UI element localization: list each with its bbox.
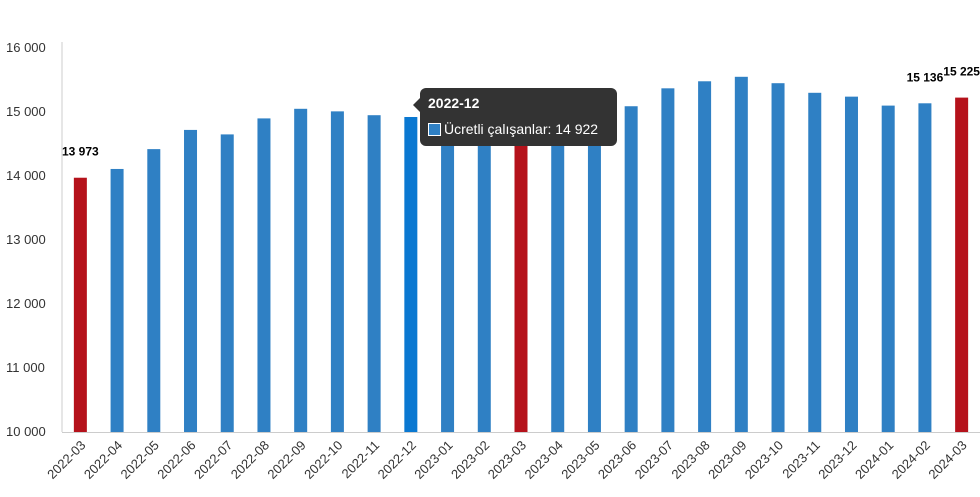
tooltip-title: 2022-12 — [428, 95, 480, 111]
x-tick-label: 2022-10 — [301, 438, 345, 482]
bar-2024-03[interactable] — [955, 97, 969, 432]
y-tick-label: 13 000 — [6, 232, 46, 247]
x-tick-label: 2022-12 — [375, 438, 419, 482]
bar-2023-10[interactable] — [771, 83, 785, 432]
y-tick-label: 14 000 — [6, 168, 46, 183]
tooltip-series-value: Ücretli çalışanlar: 14 922 — [444, 121, 599, 137]
x-tick-label: 2023-12 — [815, 438, 859, 482]
y-tick-label: 16 000 — [6, 40, 46, 55]
x-tick-label: 2023-05 — [558, 438, 602, 482]
tooltip: 2022-12 Ücretli çalışanlar: 14 922 — [413, 88, 617, 146]
bar-2024-01[interactable] — [881, 105, 895, 432]
x-tick-label: 2024-02 — [889, 438, 933, 482]
bar-2023-09[interactable] — [734, 76, 748, 433]
x-tick-label: 2023-07 — [632, 438, 676, 482]
x-tick-label: 2023-09 — [705, 438, 749, 482]
bar-2022-03[interactable] — [73, 177, 87, 432]
bar-2022-12[interactable] — [404, 116, 418, 432]
x-tick-label: 2022-03 — [44, 438, 88, 482]
y-tick-label: 15 000 — [6, 104, 46, 119]
bars — [73, 76, 969, 433]
x-tick-label: 2022-05 — [118, 438, 162, 482]
bar-2022-11[interactable] — [367, 115, 381, 432]
bar-2023-01[interactable] — [441, 131, 455, 432]
data-label: 15 136 — [907, 70, 944, 84]
bar-2023-05[interactable] — [587, 110, 601, 432]
bar-2023-02[interactable] — [477, 142, 491, 432]
bar-2024-02[interactable] — [918, 103, 932, 433]
x-tick-label: 2024-03 — [925, 438, 969, 482]
bar-2022-08[interactable] — [257, 118, 271, 433]
x-axis: 2022-032022-042022-052022-062022-072022-… — [44, 432, 980, 482]
x-tick-label: 2022-06 — [154, 438, 198, 482]
bar-2023-04[interactable] — [551, 135, 565, 433]
x-tick-label: 2023-11 — [779, 438, 823, 482]
x-tick-label: 2023-06 — [595, 438, 639, 482]
x-tick-label: 2023-03 — [485, 438, 529, 482]
tooltip-series-swatch — [428, 123, 441, 136]
y-axis: 10 000 11 000 12 000 13 000 14 000 15 000 16 0… — [6, 40, 63, 439]
y-tick-label: 11 000 — [6, 360, 45, 375]
x-tick-label: 2023-10 — [742, 438, 786, 482]
bar-2022-06[interactable] — [184, 129, 198, 433]
x-tick-label: 2024-01 — [852, 438, 896, 482]
bar-2022-05[interactable] — [147, 149, 161, 432]
bar-2022-04[interactable] — [110, 168, 124, 432]
x-tick-label: 2023-08 — [668, 438, 712, 482]
bar-2023-08[interactable] — [698, 81, 712, 432]
bar-2023-03[interactable] — [514, 122, 528, 433]
data-label: 13 973 — [62, 145, 99, 159]
bar-2023-07[interactable] — [661, 88, 675, 432]
y-tick-label: 10 000 — [6, 424, 46, 439]
x-tick-label: 2022-09 — [264, 438, 308, 482]
x-tick-label: 2023-04 — [521, 438, 565, 482]
x-tick-label: 2022-11 — [339, 438, 383, 482]
bar-2022-09[interactable] — [294, 108, 308, 433]
bar-2022-10[interactable] — [330, 111, 344, 433]
data-label: 15 225 — [943, 65, 980, 79]
x-tick-label: 2022-04 — [81, 438, 125, 482]
bar-2022-07[interactable] — [220, 134, 234, 432]
bar-2023-11[interactable] — [808, 92, 822, 433]
x-tick-label: 2022-07 — [191, 438, 235, 482]
x-tick-label: 2023-01 — [411, 438, 455, 482]
x-tick-label: 2023-02 — [448, 438, 492, 482]
bar-2023-06[interactable] — [624, 106, 638, 433]
x-tick-label: 2022-08 — [228, 438, 272, 482]
y-tick-label: 12 000 — [6, 296, 46, 311]
bar-2023-12[interactable] — [844, 96, 858, 432]
